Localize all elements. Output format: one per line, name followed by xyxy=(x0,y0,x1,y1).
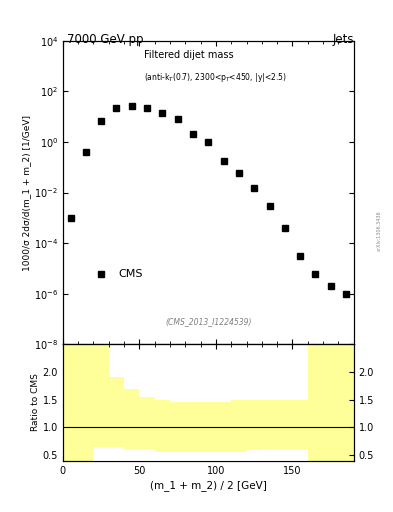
X-axis label: (m_1 + m_2) / 2 [GeV]: (m_1 + m_2) / 2 [GeV] xyxy=(150,480,267,490)
Bar xyxy=(246,450,262,461)
Bar xyxy=(231,400,246,461)
Bar xyxy=(201,402,216,453)
Text: arXiv:1306.3436: arXiv:1306.3436 xyxy=(377,210,382,251)
Bar xyxy=(109,447,124,461)
Bar xyxy=(124,389,140,449)
Bar xyxy=(262,400,277,449)
Bar xyxy=(277,400,292,449)
Bar xyxy=(216,402,231,461)
Bar xyxy=(185,402,201,461)
Bar xyxy=(140,397,155,449)
Bar xyxy=(94,344,109,461)
Y-axis label: 1000/σ 2dσ/d(m_1 + m_2) [1/GeV]: 1000/σ 2dσ/d(m_1 + m_2) [1/GeV] xyxy=(22,115,31,270)
Text: 7000 GeV pp: 7000 GeV pp xyxy=(67,33,143,46)
Bar xyxy=(124,449,140,461)
Bar xyxy=(140,449,155,461)
Bar xyxy=(170,402,185,461)
Bar xyxy=(308,344,323,461)
Text: (anti-k$_T$(0.7), 2300<p$_T$<450, |y|<2.5): (anti-k$_T$(0.7), 2300<p$_T$<450, |y|<2.… xyxy=(144,71,287,84)
Bar xyxy=(155,400,170,453)
Bar xyxy=(292,400,308,461)
Bar xyxy=(338,344,354,461)
Bar xyxy=(323,344,338,461)
Text: CMS: CMS xyxy=(118,269,143,280)
Bar xyxy=(155,400,170,461)
Text: Filtered dijet mass: Filtered dijet mass xyxy=(144,50,237,60)
Bar xyxy=(63,344,78,461)
Bar xyxy=(292,449,308,461)
Text: Jets: Jets xyxy=(332,33,354,46)
Bar xyxy=(124,389,140,461)
Bar xyxy=(292,400,308,449)
Bar xyxy=(231,400,246,453)
Bar xyxy=(94,344,109,447)
Bar xyxy=(78,344,94,461)
Bar xyxy=(185,453,201,461)
Bar xyxy=(308,344,323,461)
Bar xyxy=(277,449,292,461)
Bar xyxy=(323,344,338,461)
Bar xyxy=(201,453,216,461)
Bar xyxy=(94,447,109,461)
Bar xyxy=(216,453,231,461)
Bar xyxy=(170,402,185,453)
Bar xyxy=(78,344,94,461)
Bar xyxy=(201,402,216,461)
Bar xyxy=(155,453,170,461)
Y-axis label: Ratio to CMS: Ratio to CMS xyxy=(31,374,40,432)
Bar xyxy=(140,397,155,461)
Bar xyxy=(262,449,277,461)
Bar xyxy=(338,344,354,461)
Bar xyxy=(109,377,124,447)
Bar xyxy=(277,400,292,461)
Text: (CMS_2013_I1224539): (CMS_2013_I1224539) xyxy=(165,317,252,326)
Bar xyxy=(109,377,124,461)
Bar xyxy=(216,402,231,453)
Bar xyxy=(170,453,185,461)
Bar xyxy=(246,400,262,461)
Bar xyxy=(231,453,246,461)
Bar xyxy=(262,400,277,461)
Bar xyxy=(246,400,262,450)
Bar xyxy=(63,344,78,461)
Bar xyxy=(185,402,201,453)
